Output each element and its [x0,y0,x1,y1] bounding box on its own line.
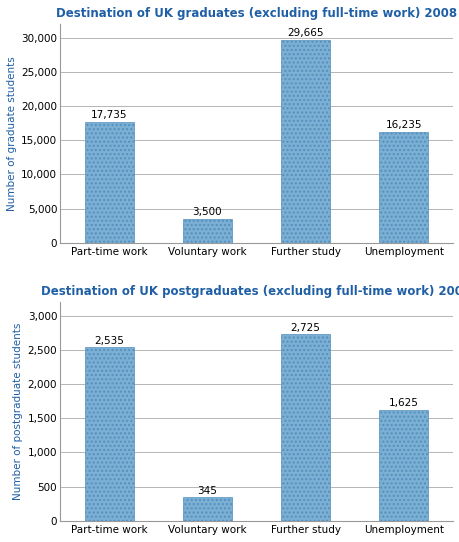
Text: 3,500: 3,500 [192,207,222,217]
Y-axis label: Number of graduate students: Number of graduate students [7,56,17,211]
Bar [379,132,428,243]
Bar [280,334,330,521]
Bar [84,121,134,243]
Text: 345: 345 [197,486,217,495]
Title: Destination of UK postgraduates (excluding full-time work) 2008: Destination of UK postgraduates (excludi… [41,285,459,298]
Text: 17,735: 17,735 [91,110,127,120]
Bar [182,219,231,243]
Text: 2,535: 2,535 [94,335,124,346]
Bar [379,410,428,521]
Bar [280,40,330,243]
Bar [182,497,231,521]
Text: 29,665: 29,665 [287,28,323,38]
Text: 2,725: 2,725 [290,322,320,333]
Text: 16,235: 16,235 [385,120,421,130]
Bar [84,347,134,521]
Text: 1,625: 1,625 [388,398,418,408]
Y-axis label: Number of postgraduate students: Number of postgraduate students [13,322,23,500]
Title: Destination of UK graduates (excluding full-time work) 2008: Destination of UK graduates (excluding f… [56,7,456,20]
